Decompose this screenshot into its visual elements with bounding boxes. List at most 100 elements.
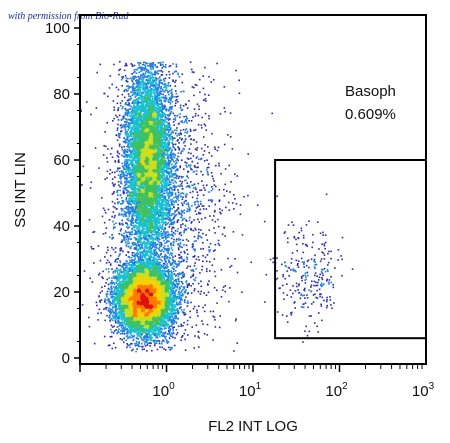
data-point xyxy=(126,264,128,267)
data-point xyxy=(137,341,140,344)
data-point xyxy=(148,342,151,344)
data-point xyxy=(164,331,167,334)
data-point xyxy=(120,280,122,283)
data-point xyxy=(112,248,115,251)
data-point xyxy=(111,309,113,311)
data-point xyxy=(152,329,155,332)
data-point xyxy=(181,293,184,295)
data-point xyxy=(169,274,172,276)
data-point xyxy=(108,307,110,309)
data-point xyxy=(117,319,120,321)
data-point xyxy=(166,264,168,267)
data-point xyxy=(173,292,175,294)
data-point xyxy=(119,271,121,273)
data-point xyxy=(118,321,120,324)
data-point xyxy=(120,329,122,332)
data-point xyxy=(164,275,167,277)
data-point xyxy=(117,330,119,332)
data-point xyxy=(169,314,172,316)
data-point xyxy=(158,249,161,252)
data-point xyxy=(130,342,132,345)
data-point xyxy=(124,327,127,329)
data-point xyxy=(112,296,115,298)
data-point xyxy=(170,304,172,307)
data-point xyxy=(171,303,174,306)
data-point xyxy=(108,288,111,291)
data-point xyxy=(125,335,128,338)
data-point xyxy=(112,275,115,278)
data-point xyxy=(118,287,120,290)
data-point xyxy=(146,321,149,323)
data-point xyxy=(178,288,180,291)
data-point xyxy=(168,312,171,315)
data-point xyxy=(155,336,157,339)
data-point xyxy=(112,311,114,314)
data-point xyxy=(176,293,179,296)
data-point xyxy=(136,344,138,346)
data-point xyxy=(168,327,170,330)
data-point xyxy=(115,277,118,279)
data-point xyxy=(159,266,162,269)
data-point xyxy=(144,345,147,347)
data-point xyxy=(163,275,165,277)
data-point xyxy=(179,301,182,303)
data-point xyxy=(173,287,176,289)
data-point xyxy=(184,291,187,294)
data-point xyxy=(110,328,112,331)
data-point xyxy=(170,325,173,327)
data-point xyxy=(175,281,178,283)
data-point xyxy=(115,297,117,300)
data-point xyxy=(183,300,186,302)
data-point xyxy=(115,299,118,301)
data-point xyxy=(110,318,113,320)
data-point xyxy=(148,261,150,264)
data-point xyxy=(168,285,171,287)
data-point xyxy=(123,330,125,333)
data-point xyxy=(151,339,154,342)
data-point xyxy=(108,301,111,304)
data-point xyxy=(120,318,123,321)
data-point xyxy=(156,256,159,258)
data-point xyxy=(169,278,171,281)
data-point xyxy=(182,294,184,296)
data-point xyxy=(168,295,171,297)
data-point xyxy=(163,272,166,275)
data-point xyxy=(114,269,116,272)
data-point xyxy=(179,299,182,302)
data-point xyxy=(175,285,178,288)
data-point xyxy=(168,293,170,295)
data-point xyxy=(110,302,112,304)
data-point xyxy=(153,332,155,335)
data-point xyxy=(123,341,125,344)
data-point xyxy=(155,342,158,344)
data-point xyxy=(174,313,177,315)
data-point xyxy=(168,304,170,306)
data-point xyxy=(158,271,161,274)
data-point xyxy=(153,330,155,333)
data-point xyxy=(154,275,157,277)
data-point xyxy=(120,271,123,274)
data-point xyxy=(150,342,152,345)
data-point xyxy=(138,334,140,337)
data-point xyxy=(163,259,166,261)
data-point xyxy=(181,277,183,279)
data-point xyxy=(134,264,137,267)
data-point xyxy=(147,259,149,261)
data-point xyxy=(116,308,119,311)
data-point xyxy=(180,260,183,263)
data-point xyxy=(110,289,113,291)
data-point xyxy=(119,299,121,301)
data-point xyxy=(128,268,130,270)
data-point xyxy=(181,274,184,277)
data-point xyxy=(108,277,110,279)
data-point xyxy=(167,346,170,349)
data-point xyxy=(138,327,140,329)
data-point xyxy=(130,267,133,270)
data-point xyxy=(162,325,164,328)
data-point xyxy=(116,326,119,328)
data-points xyxy=(80,61,354,353)
data-point xyxy=(188,284,190,286)
data-point xyxy=(127,344,129,347)
data-point xyxy=(117,255,120,258)
data-point xyxy=(169,330,171,332)
